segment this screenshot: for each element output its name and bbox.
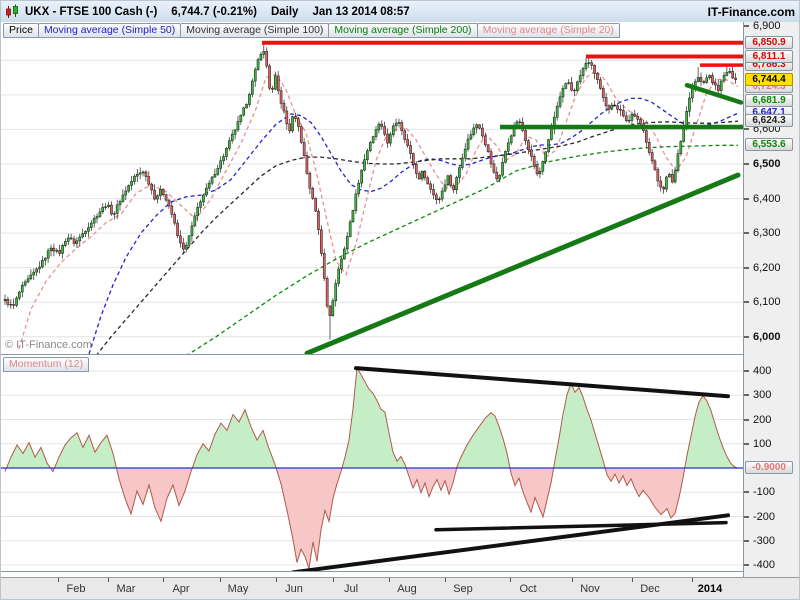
main-chart-canvas[interactable] (1, 22, 743, 354)
price-tick-label: 6,500 (744, 157, 781, 171)
last-price: 6,744.7 (-0.21%) (171, 5, 257, 18)
month-label: Sep (453, 583, 473, 595)
month-tick (510, 578, 511, 582)
month-label: Dec (640, 583, 660, 595)
month-tick (163, 578, 164, 582)
price-tick-label: 6,300 (744, 226, 781, 240)
candlestick-icon (6, 4, 18, 18)
title-bar: UKX - FTSE 100 Cash (-) 6,744.7 (-0.21%)… (1, 1, 799, 23)
price-level-badge: 6,811.1 (745, 49, 793, 63)
month-label: Jul (343, 583, 359, 595)
month-label: May (227, 583, 249, 595)
month-label: Oct (519, 583, 537, 595)
month-tick (58, 578, 59, 582)
brand-label: IT-Finance.com (707, 4, 795, 19)
price-level-badge: 6,681.9 (745, 94, 793, 108)
momentum-legend: Momentum (12) (3, 357, 90, 372)
month-label: Mar (116, 583, 136, 595)
legend-tab-moving-average-simple-20-[interactable]: Moving average (Simple 20) (476, 23, 620, 38)
price-tick-label: 6,100 (744, 295, 781, 309)
month-label: 2014 (697, 583, 723, 595)
month-tick (632, 578, 633, 582)
month-tick (220, 578, 221, 582)
momentum-tick-label: 400 (744, 364, 771, 378)
price-tick-label: 6,400 (744, 192, 781, 206)
momentum-value-badge: -0.9000 (745, 461, 793, 475)
panel-divider[interactable] (1, 354, 744, 355)
month-tick (692, 578, 693, 582)
momentum-tab[interactable]: Momentum (12) (3, 357, 90, 372)
momentum-chart-canvas[interactable] (1, 355, 743, 572)
momentum-tick-label: -100 (744, 485, 775, 499)
indicator-legend: Price Moving average (Simple 50) Moving av… (3, 23, 620, 38)
month-label: Apr (172, 583, 190, 595)
price-tick-label: 6,200 (744, 261, 781, 275)
month-label: Aug (397, 583, 417, 595)
price-tick-label: 6,900 (744, 19, 781, 33)
timestamp: Jan 13 2014 08:57 (312, 5, 410, 18)
time-axis[interactable]: Feb Mar Apr May Jun Jul Aug Sep Oct Nov Dec 2014 (1, 577, 799, 599)
month-tick (333, 578, 334, 582)
price-level-badge: 6,624.3 (745, 114, 793, 128)
month-tick (108, 578, 109, 582)
price-axis-column[interactable]: 6,900 6,600 6,500 6,400 6,300 6,200 6,100 6,000… (744, 19, 799, 577)
price-tick-label: 6,000 (744, 330, 781, 344)
timeframe-label: Daily (270, 5, 299, 18)
momentum-tick-label: -400 (744, 558, 775, 572)
month-tick (389, 578, 390, 582)
legend-tab-moving-average-simple-200-[interactable]: Moving average (Simple 200) (328, 23, 478, 38)
momentum-tick-label: 200 (744, 413, 771, 427)
momentum-tick-label: 300 (744, 388, 771, 402)
price-level-badge: 6,850.9 (745, 35, 793, 49)
legend-tab-moving-average-simple-50-[interactable]: Moving average (Simple 50) (37, 23, 182, 38)
momentum-tick-label: -200 (744, 510, 775, 524)
price-level-badge: 6,553.6 (745, 138, 793, 152)
legend-tab-price[interactable]: Price (3, 23, 39, 38)
month-label: Jun (285, 583, 303, 595)
month-tick (572, 578, 573, 582)
momentum-tick-label: 100 (744, 437, 771, 451)
watermark: © IT-Finance.com (5, 339, 92, 351)
momentum-tick-label: -300 (744, 534, 775, 548)
momentum-bottom-border (1, 571, 744, 572)
symbol-title: UKX - FTSE 100 Cash (-) (25, 5, 158, 18)
month-label: Nov (580, 583, 600, 595)
axis-border (743, 22, 744, 577)
current-price-badge: 6,744.4 (745, 72, 793, 86)
month-label: Feb (66, 583, 86, 595)
month-tick (445, 578, 446, 582)
month-tick (276, 578, 277, 582)
legend-tab-moving-average-simple-100-[interactable]: Moving average (Simple 100) (180, 23, 330, 38)
